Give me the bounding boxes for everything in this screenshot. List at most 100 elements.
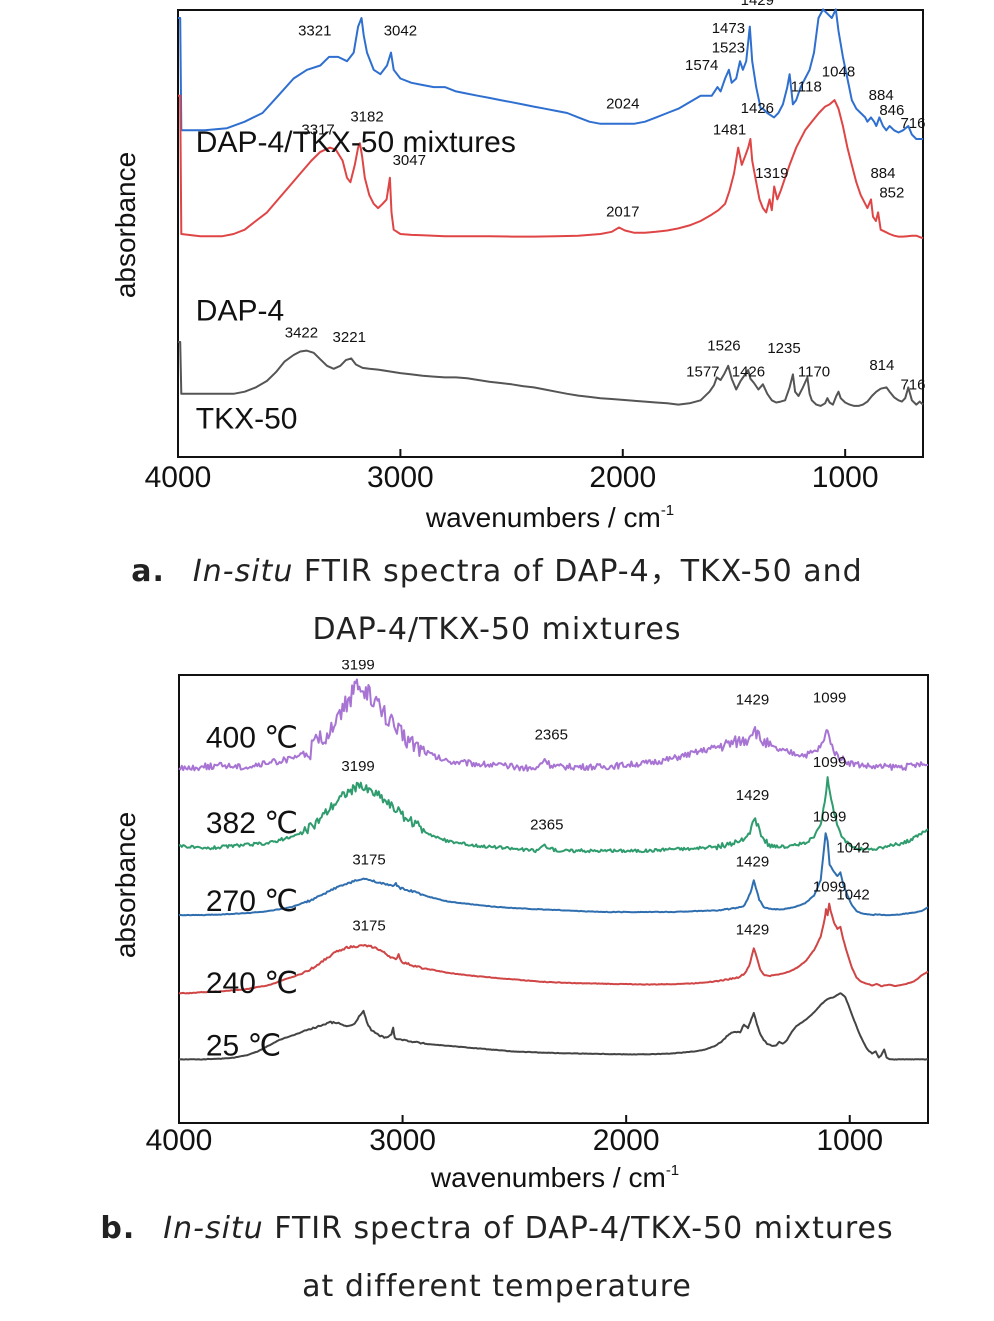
series-group [178, 8, 924, 407]
panel-b: 4000 3000 2000 1000 3199 2365 1429 1099 3199 236… [0, 660, 994, 1205]
peak-label: 3175 [352, 918, 385, 935]
peak-label: 3199 [341, 758, 374, 775]
peak-label: 1099 [813, 809, 846, 826]
peak-label: 1429 [736, 787, 769, 804]
x-tick-label: 2000 [593, 1124, 660, 1157]
peak-label: 716 [900, 377, 925, 394]
trace-label: TKX-50 [196, 402, 298, 435]
peak-label: 1526 [707, 338, 740, 355]
caption-b-text1: FTIR spectra of DAP-4/TKX-50 mixtures [263, 1211, 894, 1246]
peak-label: 1099 [813, 690, 846, 707]
x-tick-label: 2000 [589, 461, 656, 494]
peak-label: 1170 [798, 364, 830, 381]
series-line-270 [178, 832, 929, 917]
peak-label: 1235 [767, 340, 800, 357]
caption-b-italic: In-situ [163, 1211, 264, 1246]
series-line-dap-4 [178, 94, 924, 240]
trace-labels: DAP-4/TKX-50 mixtures DAP-4 TKX-50 [196, 126, 516, 435]
peak-label: 1099 [813, 879, 846, 896]
peak-label: 3175 [352, 851, 385, 868]
caption-b-label: b. [100, 1211, 136, 1246]
trace-label: DAP-4/TKX-50 mixtures [196, 126, 516, 159]
x-ticks: 4000 3000 2000 1000 [145, 449, 879, 494]
trace-label: 240 ℃ [206, 967, 298, 1000]
trace-label: DAP-4 [196, 294, 284, 327]
peak-label: 1523 [712, 40, 745, 57]
caption-a-line2: DAP-4/TKX-50 mixtures [312, 612, 682, 647]
x-tick-label: 1000 [812, 461, 879, 494]
trace-labels: 400 ℃ 382 ℃ 270 ℃ 240 ℃ 25 ℃ [206, 721, 298, 1062]
peak-label: 1429 [736, 853, 769, 870]
caption-a-text1: FTIR spectra of DAP-4，TKX-50 and [293, 554, 863, 589]
y-axis-title: absorbance [110, 152, 141, 298]
peak-label: 1048 [822, 63, 855, 80]
series-group [178, 678, 929, 1061]
caption-a: a. In-situ FTIR spectra of DAP-4，TKX-50 a… [0, 543, 994, 659]
peak-label: 1429 [741, 0, 774, 9]
peak-label: 3199 [341, 660, 374, 673]
x-tick-label: 3000 [367, 461, 434, 494]
series-line-dap-4-tkx-50-mixtures [178, 8, 923, 140]
peak-label: 852 [879, 184, 904, 201]
series-line-25 [179, 992, 929, 1061]
peak-label: 3182 [350, 109, 383, 126]
peak-label: 1577 [686, 364, 719, 381]
peak-label: 1118 [791, 78, 822, 95]
chart-b: 4000 3000 2000 1000 3199 2365 1429 1099 3199 236… [110, 660, 929, 1193]
annotations: 3321317530422024157415231473142910991042… [285, 0, 926, 394]
trace-label: 400 ℃ [206, 721, 298, 754]
peak-label: 1319 [755, 165, 788, 182]
peak-label: 2365 [530, 816, 563, 833]
peak-label: 814 [869, 357, 894, 374]
annotations: 3199 2365 1429 1099 3199 2365 1429 1099 3175 1429… [341, 660, 869, 939]
peak-label: 1429 [736, 922, 769, 939]
peak-label: 1429 [736, 692, 769, 709]
x-tick-label: 4000 [145, 461, 212, 494]
x-tick-label: 4000 [146, 1124, 213, 1157]
series-line-tkx-50 [178, 341, 924, 407]
trace-label: 382 ℃ [206, 807, 298, 840]
x-tick-label: 1000 [816, 1124, 883, 1157]
peak-label: 1426 [732, 364, 765, 381]
peak-label: 716 [900, 115, 925, 132]
peak-label: 3317 [301, 122, 334, 139]
plot-frame [177, 9, 924, 458]
x-ticks: 4000 3000 2000 1000 [146, 1115, 883, 1157]
caption-b: b. In-situ FTIR spectra of DAP-4/TKX-50 m… [0, 1200, 994, 1316]
caption-b-line2: at different temperature [302, 1269, 692, 1304]
peak-label: 3422 [285, 325, 318, 342]
x-axis-superscript: -1 [661, 502, 674, 519]
peak-label: 1042 [836, 840, 869, 857]
y-axis-title: absorbance [110, 812, 141, 958]
caption-b-line1: b. In-situ FTIR spectra of DAP-4/TKX-50 m… [0, 1200, 994, 1258]
caption-a-label: a. [131, 554, 165, 589]
peak-label: 1473 [712, 20, 745, 37]
peak-label: 884 [869, 87, 894, 104]
peak-label: 3221 [333, 329, 366, 346]
trace-label: 25 ℃ [206, 1030, 281, 1063]
peak-label: 2024 [606, 96, 639, 113]
series-line-240 [178, 902, 929, 995]
peak-label: 1481 [713, 122, 746, 139]
x-tick-label: 3000 [369, 1124, 436, 1157]
peak-label: 1574 [685, 57, 718, 74]
x-axis-title: wavenumbers / cm-1 [430, 1162, 679, 1193]
peak-label: 3321 [298, 22, 331, 39]
plot-frame [178, 674, 929, 1124]
peak-label: 2017 [606, 204, 639, 221]
series-line-400 [178, 678, 929, 772]
series-line-382 [178, 776, 929, 854]
caption-a-line1: a. In-situ FTIR spectra of DAP-4，TKX-50 a… [0, 543, 994, 601]
peak-label: 1042 [836, 887, 869, 904]
peak-label: 846 [879, 102, 904, 119]
peak-label: 1099 [813, 754, 846, 771]
x-axis-superscript: -1 [666, 1162, 679, 1179]
peak-label: 884 [870, 165, 895, 182]
x-axis-title: wavenumbers / cm-1 [425, 502, 674, 533]
caption-a-italic: In-situ [192, 554, 294, 589]
peak-label: 2365 [535, 727, 568, 744]
trace-label: 270 ℃ [206, 885, 298, 918]
peak-label: 3047 [393, 152, 426, 169]
